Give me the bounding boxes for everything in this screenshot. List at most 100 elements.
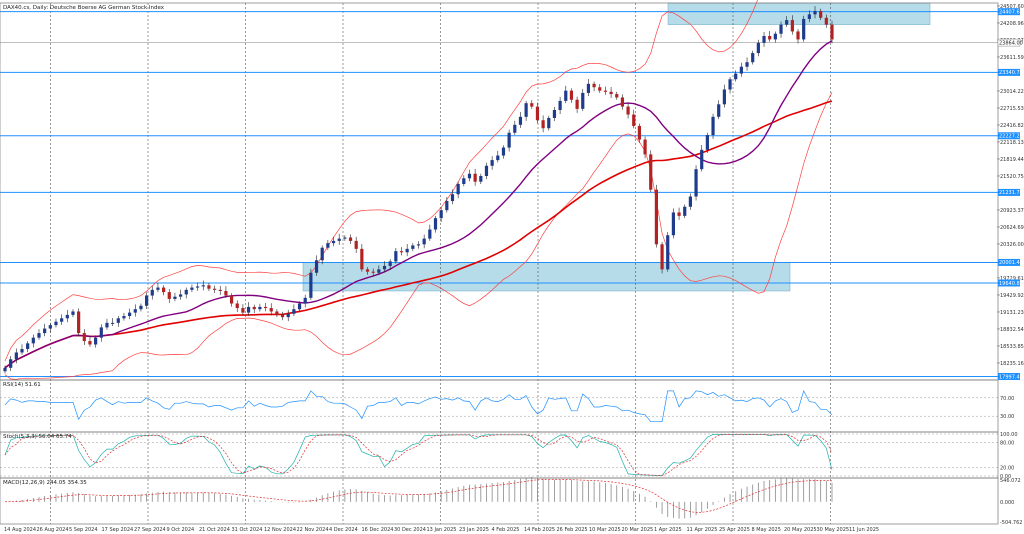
stoch-level-label: 100.00 xyxy=(1000,432,1018,438)
candle-body xyxy=(751,53,755,63)
candle-body xyxy=(241,308,245,313)
stoch-level-label: 0.00 xyxy=(1000,474,1011,480)
candle-body xyxy=(734,73,738,80)
candle-body xyxy=(133,309,137,313)
candle-body xyxy=(484,165,489,177)
macd-frame xyxy=(0,477,999,525)
x-tick-label: 13 Jan 2025 xyxy=(427,527,457,533)
candle-body xyxy=(99,327,103,338)
y-tick-label: 21819.44 xyxy=(1000,157,1024,163)
candle-body xyxy=(377,269,381,273)
candle-body xyxy=(331,240,336,244)
y-tick-label: 20624.69 xyxy=(1000,225,1024,231)
candle-body xyxy=(422,238,426,245)
macd-level-label: 546.072 xyxy=(1000,478,1021,484)
y-tick-label: 23611.59 xyxy=(1000,55,1024,61)
price-tag-box xyxy=(998,132,1020,140)
candle-body xyxy=(467,173,472,179)
rsi-line xyxy=(4,389,833,423)
candle-body xyxy=(666,235,670,270)
candle-body xyxy=(564,90,568,101)
candle-body xyxy=(162,287,166,293)
y-tick-label: 24208.96 xyxy=(1000,21,1024,27)
y-tick-label: 18533.85 xyxy=(1000,344,1024,350)
candle-body xyxy=(348,237,353,241)
candle-body xyxy=(501,147,506,156)
candle-body xyxy=(518,116,523,125)
x-tick-label: 10 Mar 2025 xyxy=(589,527,621,533)
x-tick-label: 20 Mar 2025 xyxy=(622,527,654,533)
candle-body xyxy=(405,248,409,253)
price-tag-label: 22227.24 xyxy=(999,134,1023,140)
candle-body xyxy=(462,178,466,184)
candle-body xyxy=(649,154,653,190)
candle-body xyxy=(671,212,675,236)
candle-body xyxy=(688,196,692,207)
candle-body xyxy=(694,169,698,197)
candle-body xyxy=(507,132,511,148)
macd-label: MACD(12,26,9) 244.05 354.35 xyxy=(3,480,87,486)
candle-body xyxy=(71,311,75,315)
candle-body xyxy=(128,312,132,317)
candle-body xyxy=(297,303,302,310)
candle-body xyxy=(167,292,171,299)
x-tick-label: 30 Dec 2024 xyxy=(394,527,426,533)
x-tick-label: 21 Oct 2024 xyxy=(199,527,230,533)
candle-body xyxy=(320,247,324,261)
candle-body xyxy=(9,359,13,368)
price-tag-box xyxy=(998,188,1020,196)
candle-body xyxy=(541,120,545,129)
candle-body xyxy=(524,103,528,117)
candle-body xyxy=(207,285,211,289)
macd-level-label: -504.762 xyxy=(1000,520,1022,526)
candle-body xyxy=(575,99,579,109)
candle-body xyxy=(581,92,585,109)
candle-body xyxy=(785,20,789,25)
candle-body xyxy=(592,83,596,88)
candle-body xyxy=(773,33,777,40)
rsi-level-label: 70.00 xyxy=(1000,396,1014,402)
y-tick-label: 18235.16 xyxy=(1000,361,1024,367)
candle-body xyxy=(122,316,126,319)
candle-body xyxy=(558,100,562,110)
candle-body xyxy=(756,42,760,54)
candle-body xyxy=(615,94,619,98)
candle-body xyxy=(722,89,726,105)
rsi-label: RSI(14) 51.61 xyxy=(3,382,41,388)
candle-body xyxy=(637,125,642,140)
price-tags: 24407.63 23864.00 23340.70 22227.24 21231.71… xyxy=(997,8,1023,380)
x-tick-label: 26 Aug 2024 xyxy=(37,527,69,533)
price-tag-label: 20001.48 xyxy=(999,260,1023,266)
stoch-label: Stoch(5,3,3) 56.04 65.74 xyxy=(3,434,72,440)
y-tick-label: 19729.61 xyxy=(1000,276,1024,282)
candle-body xyxy=(530,103,534,107)
candle-body xyxy=(768,36,772,40)
candle-body xyxy=(433,218,438,230)
macd-signal-line xyxy=(4,479,833,513)
candle-body xyxy=(711,116,715,136)
candle-body xyxy=(309,272,313,298)
x-tick-label: 25 Apr 2025 xyxy=(719,527,750,533)
price-tag-label: 17997.46 xyxy=(999,374,1023,380)
y-tick-label: 19429.92 xyxy=(1000,293,1024,299)
candle-body xyxy=(37,333,41,338)
price-tag-box xyxy=(998,8,1020,16)
candle-body xyxy=(643,139,647,155)
candle-body xyxy=(626,106,630,115)
candle-body xyxy=(739,66,743,74)
y-tick-label: 20326.00 xyxy=(1000,242,1024,248)
candle-body xyxy=(229,295,234,304)
candle-body xyxy=(224,290,228,296)
price-tag-label: 23864.00 xyxy=(999,40,1023,46)
candle-body xyxy=(802,18,806,40)
candle-body xyxy=(354,240,358,249)
candle-body xyxy=(275,311,279,315)
candle-body xyxy=(416,244,421,246)
price-tag-label: 19640.87 xyxy=(999,281,1023,287)
candle-body xyxy=(456,183,460,195)
y-tick-label: 18832.54 xyxy=(1000,327,1024,333)
x-tick-label: 12 Nov 2024 xyxy=(264,527,296,533)
rsi-level-label: 30.00 xyxy=(1000,414,1014,420)
candle-body xyxy=(31,337,35,344)
price-axis: 24507.6024208.9623910.2723611.5923014.22… xyxy=(997,4,1024,367)
